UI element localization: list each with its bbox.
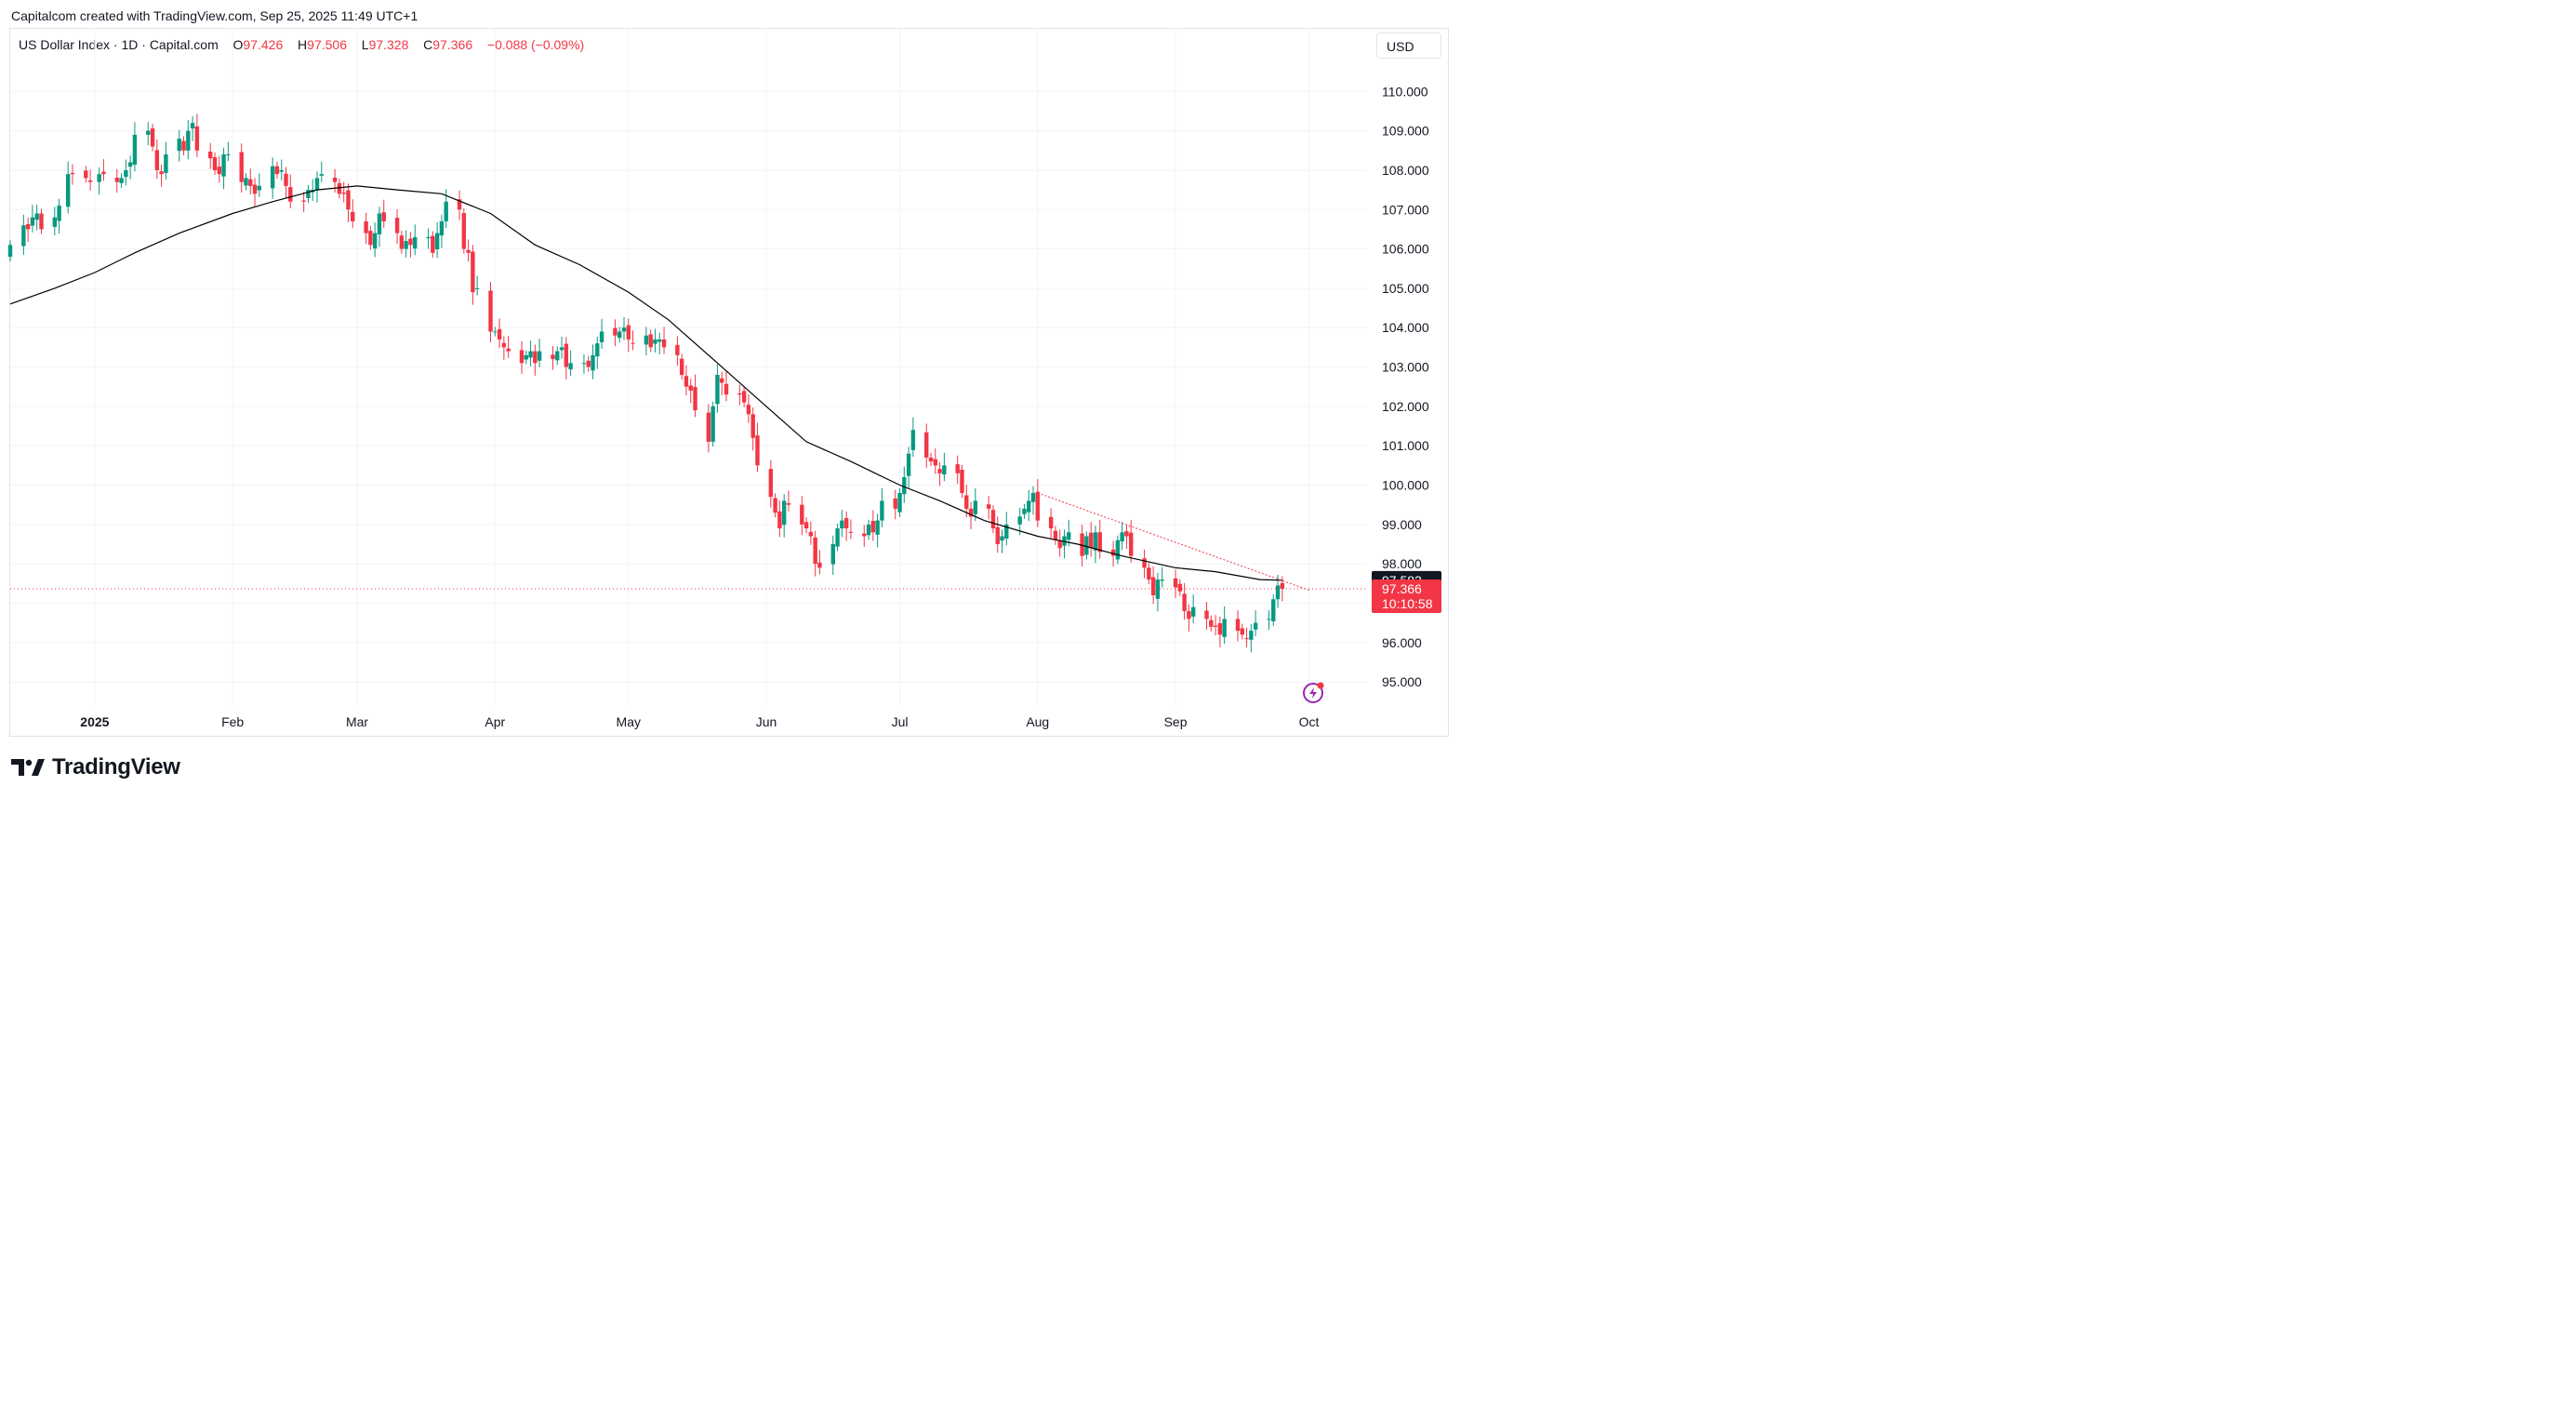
ohlc-legend: US Dollar Index · 1D · Capital.com O97.4… xyxy=(19,37,584,52)
low-label: L xyxy=(361,37,369,52)
tradingview-logo-icon xyxy=(11,759,45,776)
high-label: H xyxy=(298,37,308,52)
close-value: 97.366 xyxy=(432,37,473,52)
open-label: O xyxy=(232,37,244,52)
chart-frame xyxy=(9,28,1449,737)
symbol-label[interactable]: US Dollar Index · 1D · Capital.com xyxy=(19,37,219,52)
tradingview-wordmark: TradingView xyxy=(52,754,180,779)
open-value: 97.426 xyxy=(243,37,284,52)
change-value: −0.088 (−0.09%) xyxy=(486,37,585,52)
tradingview-logo[interactable]: TradingView xyxy=(11,752,180,783)
currency-button[interactable]: USD xyxy=(1376,33,1441,59)
low-value: 97.328 xyxy=(368,37,409,52)
chart-caption: Capitalcom created with TradingView.com,… xyxy=(11,8,418,23)
close-label: C xyxy=(423,37,433,52)
high-value: 97.506 xyxy=(307,37,347,52)
